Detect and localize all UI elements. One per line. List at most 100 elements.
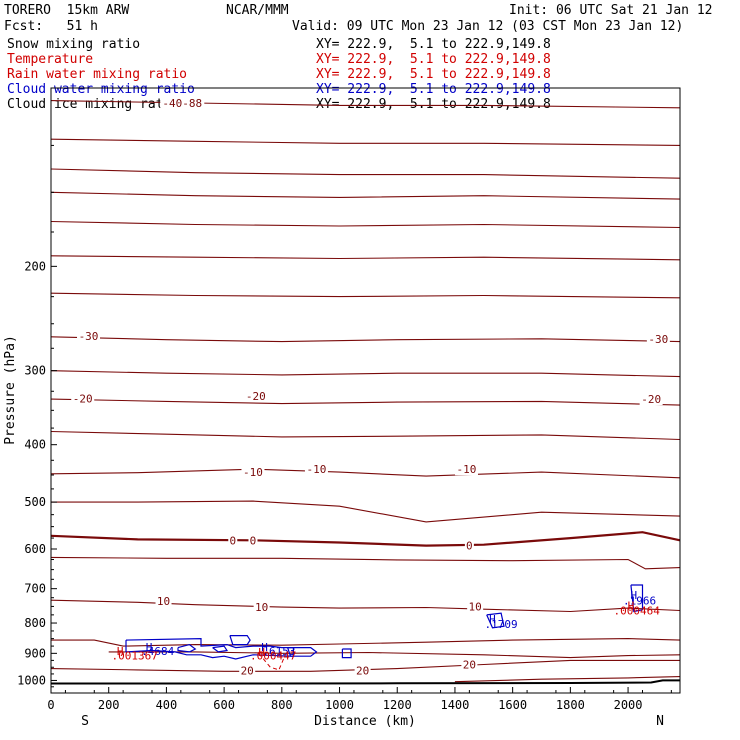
valid-time: Valid: 09 UTC Mon 23 Jan 12 (03 CST Mon … (292, 19, 684, 34)
x-tick-label-2: 400 (156, 698, 178, 712)
rain-water-contour-0 (258, 652, 286, 671)
extremum-label-7: .001367 (111, 650, 157, 663)
center-label: NCAR/MMM (226, 3, 289, 18)
contour-label-12: 10 (157, 595, 170, 608)
extremum-label-8: H (489, 613, 496, 626)
cloud-water-contours (125, 584, 644, 660)
init-time: Init: 06 UTC Sat 21 Jan 12 (509, 3, 713, 18)
contour-label-bg-3 (244, 389, 268, 402)
contour-label-4: -20 (641, 393, 661, 406)
extremum-label-0: H (146, 641, 153, 654)
field-name-temperature: Temperature (7, 52, 94, 67)
y-axis: 200 300 400 500 600 700 800 900 1000 (17, 144, 57, 694)
extremum-label-10: H (631, 589, 638, 602)
y-tick-label-2: 400 (24, 438, 46, 452)
contour-label-bg-4 (639, 393, 663, 406)
extremum-label-2: H (261, 641, 268, 654)
cloud-water-contour-4 (287, 647, 318, 657)
contour-label-bg-15 (239, 664, 256, 677)
y-tick-label-1: 300 (24, 364, 46, 378)
contour-label-bg-7 (454, 463, 478, 476)
contour-label-bg-9 (228, 534, 238, 547)
temperature-contour-4 (50, 220, 681, 229)
contour-label-0: -30 (79, 330, 99, 343)
temperature-contour-15 (50, 599, 681, 613)
y-tick-label-5: 700 (24, 582, 46, 596)
contour-label-16: 20 (356, 664, 369, 677)
extrema-labels: H.4684 HH.6153.000447H.001367H.1709H.1966… (111, 589, 660, 662)
temperature-contour-14 (50, 556, 681, 570)
contour-label-bg-16 (354, 664, 371, 677)
contour-label-bg-1 (646, 332, 670, 345)
extremum-label-5: .000447 (250, 650, 296, 663)
extremum-label-9: .1709 (485, 618, 518, 631)
x-tick-label-8: 1600 (498, 698, 527, 712)
contour-label-6: -10 (307, 463, 327, 476)
temperature-contour-7 (50, 336, 681, 343)
extremum-label-4: .6153 (262, 645, 295, 658)
y-axis-title: Pressure (hPa) (3, 335, 18, 445)
temperature-contour-1 (50, 138, 681, 146)
contour-label-15: 20 (241, 665, 254, 678)
contour-label-2: -20 (73, 392, 93, 405)
contour-label-bg-13 (253, 601, 270, 614)
y-tick-label-3: 500 (24, 495, 46, 509)
contour-label-bg-10 (248, 534, 258, 547)
cloud-water-contour-5 (341, 648, 352, 659)
terrain (51, 679, 680, 685)
field-name-cloud-water: Cloud water mixing ratio (7, 82, 195, 97)
temperature-contour-17 (108, 651, 681, 659)
contour-label-17: 20 (463, 659, 476, 672)
x-end-label-right: N (656, 714, 664, 729)
cloud-water-contour-1 (229, 635, 251, 646)
contour-label-bg-12 (155, 595, 172, 608)
contour-labels: -30 -30 -20 -20 -20 -10 -10 -10 -40-88 0 0 0 10 10 10 2… (71, 96, 670, 678)
temperature-contour-0 (50, 100, 681, 109)
y-tick-label-0: 200 (24, 259, 46, 273)
temperature-contour-5 (50, 255, 681, 261)
field-xy-temperature: XY= 222.9, 5.1 to 222.9,149.8 (316, 52, 551, 67)
field-xy-rain: XY= 222.9, 5.1 to 222.9,149.8 (316, 67, 551, 82)
plot-frame (50, 87, 681, 694)
y-tick-label-7: 900 (24, 646, 46, 660)
x-axis: 0 200 400 600 800 1000 1200 1400 1600 1800 2000 (47, 687, 672, 712)
contour-label-3: -20 (246, 390, 266, 403)
extremum-label-13: .000464 (614, 605, 661, 618)
y-tick-label-4: 600 (24, 542, 46, 556)
contour-label-9: 0 (229, 534, 236, 547)
temperature-contour-11 (50, 468, 681, 479)
temperature-contour-6 (50, 292, 681, 299)
y-tick-label-6: 800 (24, 616, 46, 630)
contour-label-7: -10 (457, 463, 477, 476)
contour-label-11: 0 (466, 540, 473, 553)
field-xy-cloud-ice: XY= 222.9, 5.1 to 222.9,149.8 (316, 97, 551, 112)
temperature-contour-12 (51, 500, 681, 523)
forecast-hour: Fcst: 51 h (4, 19, 98, 34)
extremum-label-3: H (258, 646, 265, 659)
extremum-label-12: H (628, 600, 635, 613)
extremum-label-6: H (117, 645, 124, 658)
contour-label-1: -30 (648, 333, 668, 346)
x-tick-label-3: 600 (213, 698, 235, 712)
field-name-rain: Rain water mixing ratio (7, 67, 188, 82)
contour-label-bg-6 (304, 463, 328, 476)
x-tick-label-4: 800 (271, 698, 293, 712)
x-axis-title: Distance (km) (314, 714, 416, 729)
field-xy-cloud-water: XY= 222.9, 5.1 to 222.9,149.8 (316, 82, 551, 97)
temperature-contour-9 (50, 398, 681, 406)
contour-label-bg-17 (461, 658, 478, 671)
contour-label-13: 10 (255, 601, 268, 614)
terrain-line (51, 679, 680, 685)
cloud-water-contour-0 (125, 637, 294, 660)
contour-label-bg-11 (464, 539, 474, 552)
cloud-water-contour-6 (486, 612, 505, 629)
contour-label-bg-14 (467, 600, 484, 613)
temperature-contour-8 (50, 370, 681, 378)
temperature-contour-13 (50, 531, 681, 547)
contour-label-5: -10 (243, 466, 263, 479)
contour-label-8: -40-88 (162, 97, 202, 110)
extremum-label-11: .1966 (623, 595, 656, 608)
contour-label-bg-0 (77, 329, 101, 342)
cloud-water-contour-7 (630, 584, 644, 613)
